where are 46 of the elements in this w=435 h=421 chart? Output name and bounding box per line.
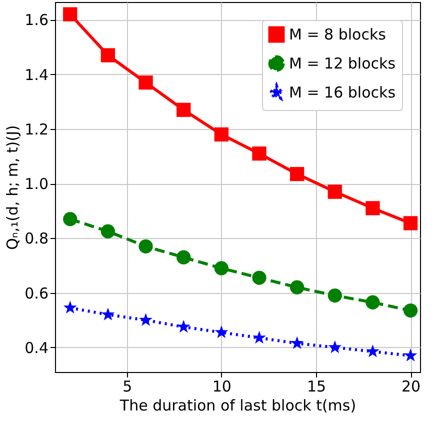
point xyxy=(290,336,304,350)
point xyxy=(252,330,266,344)
legend-label: M = 12 blocks xyxy=(289,54,396,72)
y-axis-title: Qₙ,₁(d, h; m, t)(J) xyxy=(4,125,22,250)
point xyxy=(63,212,78,226)
y-tick-label: 1.2 xyxy=(24,120,48,138)
x-tick-label: 20 xyxy=(401,378,421,396)
x-tick-label: 15 xyxy=(306,378,326,396)
y-tick-label: 0.4 xyxy=(24,338,48,357)
y-tick-label: 0.6 xyxy=(24,284,48,302)
point xyxy=(214,261,228,276)
point xyxy=(366,295,380,310)
point xyxy=(138,239,153,254)
point xyxy=(366,201,380,216)
point xyxy=(252,270,266,285)
point xyxy=(138,75,153,90)
point xyxy=(100,224,116,238)
point xyxy=(366,344,380,358)
point xyxy=(328,184,342,199)
point xyxy=(290,166,304,182)
point xyxy=(252,146,266,161)
point xyxy=(63,300,77,314)
point xyxy=(328,340,342,354)
point xyxy=(328,288,342,303)
point xyxy=(403,216,418,230)
x-axis-title: The duration of last block t(ms) xyxy=(118,396,356,414)
point xyxy=(176,250,191,264)
point xyxy=(214,127,228,142)
point xyxy=(139,313,152,326)
x-tick-label: 5 xyxy=(122,378,132,396)
x-tick-label: 10 xyxy=(212,378,232,396)
point xyxy=(176,102,191,117)
y-tick-label: 1.6 xyxy=(24,11,48,30)
legend-label: M = 16 blocks xyxy=(289,84,396,102)
y-tick-label: 1.0 xyxy=(24,175,48,194)
point xyxy=(404,348,418,362)
legend-label: M = 8 blocks xyxy=(289,26,386,44)
point xyxy=(176,320,190,333)
point xyxy=(101,308,115,320)
point xyxy=(290,280,304,294)
y-tick-label: 1.4 xyxy=(24,66,48,84)
point xyxy=(403,304,418,318)
point xyxy=(100,48,116,62)
point xyxy=(63,7,78,22)
y-tick-label: 0.8 xyxy=(24,230,48,248)
point xyxy=(214,325,228,338)
